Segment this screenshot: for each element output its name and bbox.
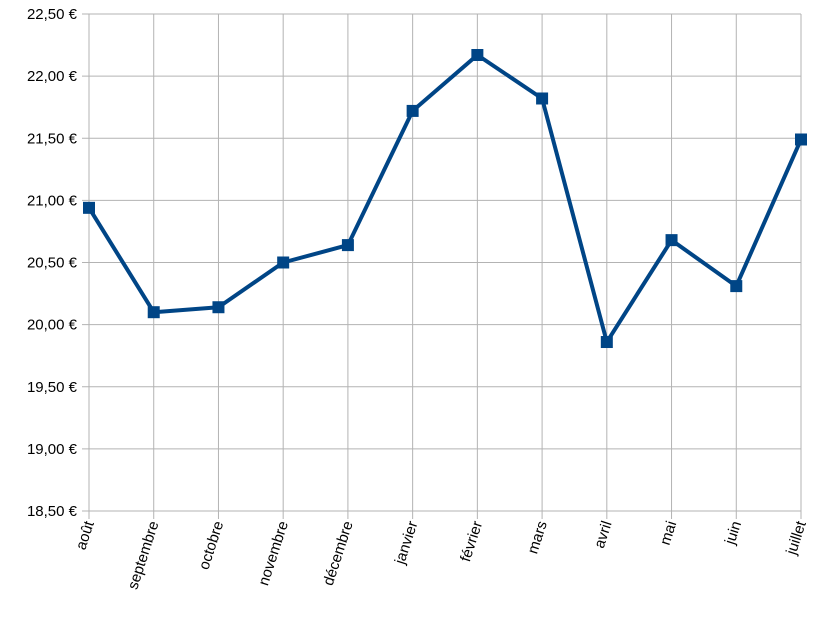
data-series	[83, 49, 807, 349]
series-line	[87, 53, 803, 345]
x-tick-label: janvier	[391, 519, 421, 567]
data-point-marker	[536, 92, 549, 105]
y-tick-label: 19,50 €	[27, 379, 78, 396]
data-point-marker	[212, 301, 225, 314]
y-tick-label: 21,50 €	[27, 130, 78, 147]
y-tick-label: 22,00 €	[27, 68, 78, 85]
data-point-marker	[730, 280, 743, 293]
data-point-marker	[471, 49, 484, 62]
x-tick-label: mai	[657, 519, 681, 547]
x-tick-label: septembre	[124, 519, 162, 592]
x-tick-label: août	[73, 518, 98, 552]
y-tick-label: 19,00 €	[27, 441, 78, 458]
data-point-marker	[277, 256, 290, 269]
x-tick-labels: août septembre octobre novembre décembre janv…	[73, 518, 810, 591]
data-point-marker	[600, 336, 613, 349]
data-point-marker	[406, 104, 419, 117]
y-tick-labels: 18,50 € 19,00 € 19,50 € 20,00 € 20,50 € 21,00…	[27, 6, 78, 520]
y-tick-label: 21,00 €	[27, 192, 78, 209]
x-tick-label: février	[457, 519, 486, 564]
data-point-marker	[341, 239, 354, 252]
axes	[88, 14, 802, 519]
y-tick-label: 20,50 €	[27, 255, 78, 272]
data-point-marker	[665, 234, 678, 247]
y-tick-label: 18,50 €	[27, 503, 78, 520]
data-point-marker	[83, 201, 95, 214]
x-tick-label: mars	[524, 519, 550, 556]
x-tick-label: juillet	[783, 518, 810, 558]
y-tick-label: 22,50 €	[27, 6, 78, 23]
x-tick-label: juin	[721, 519, 745, 547]
x-tick-label: avril	[591, 519, 616, 550]
y-tick-label: 20,00 €	[27, 317, 78, 334]
data-point-marker	[147, 306, 160, 319]
x-tick-label: novembre	[255, 519, 292, 588]
x-tick-label: décembre	[320, 519, 357, 588]
data-point-marker	[795, 133, 807, 146]
x-tick-label: octobre	[196, 519, 228, 572]
